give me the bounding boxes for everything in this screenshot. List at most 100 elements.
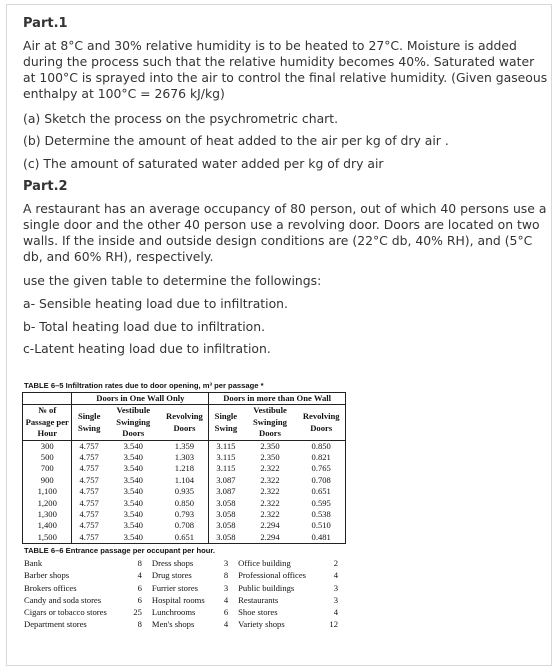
table-cell: 3.087 — [208, 486, 243, 498]
table-row: 700 4.757 3.540 1.218 3.115 2.322 0.765 — [23, 463, 346, 475]
table-cell: Dress shops — [151, 558, 194, 569]
part1-item: (c) The amount of saturated water added … — [23, 156, 384, 171]
table-cell: 300 — [40, 440, 54, 451]
table-row: 900 4.757 3.540 1.104 3.087 2.322 0.708 — [23, 474, 346, 487]
table-cell: 2.322 — [260, 509, 280, 520]
table-cell: 2.322 — [260, 486, 280, 497]
table-cell: 3.540 — [123, 452, 143, 463]
table-cell: 3.058 — [208, 531, 243, 544]
column-header: Revolving Doors — [297, 404, 346, 441]
table-cell: Hospital rooms — [151, 594, 205, 605]
table-cell: 4 — [333, 607, 338, 618]
table-cell: 0.793 — [174, 509, 195, 520]
table-cell: 3 — [223, 582, 229, 593]
table-cell: 4.757 — [71, 486, 106, 498]
table-cell: 3.087 — [208, 474, 243, 487]
table-row: 1,300 4.757 3.540 0.793 3.058 2.322 0.538 — [23, 509, 346, 521]
table-cell: 4.757 — [71, 531, 106, 544]
header-cell — [22, 392, 72, 406]
part2-item: b- Total heating load due to infiltratio… — [23, 319, 266, 334]
table-cell: Public buildings — [238, 582, 295, 593]
table-cell: 0.708 — [174, 520, 195, 531]
table-cell: 3.058 — [208, 509, 243, 521]
part2-item: c-Latent heating load due to infiltratio… — [23, 341, 271, 356]
table-cell: 3 — [223, 558, 229, 569]
table-cell: 4.757 — [71, 452, 106, 464]
table-cell: 3.058 — [208, 520, 243, 532]
part2-paragraph: A restaurant has an average occupancy of… — [23, 201, 547, 264]
part2-title: Part.2 — [23, 179, 68, 194]
table-cell: 6 — [137, 594, 142, 605]
table-cell: 0.935 — [174, 486, 195, 497]
table-cell: 0.595 — [311, 497, 331, 508]
table-cell: 0.481 — [311, 531, 331, 542]
column-header: Revolving Doors — [160, 404, 209, 441]
table-cell: 0.510 — [311, 520, 331, 531]
table-cell: 1.218 — [174, 463, 195, 474]
table-cell: 4 — [223, 619, 229, 630]
table-row: 1,400 4.757 3.540 0.708 3.058 2.294 0.510 — [23, 520, 346, 532]
table-cell: Brokers offices — [24, 582, 77, 593]
table-cell: 6 — [137, 582, 142, 593]
table-cell: 4.757 — [71, 463, 106, 475]
table-cell: 2 — [333, 558, 338, 569]
table-cell: Barber shops — [24, 570, 70, 581]
table-cell: 6 — [223, 607, 229, 618]
table-cell: 0.538 — [311, 509, 331, 520]
table-cell: Professional offices — [238, 570, 307, 581]
group-header-row: Doors in One Wall Only Doors in more than… — [22, 392, 346, 406]
table-cell: Candy and soda stores — [24, 594, 102, 605]
table-cell: Restaurants — [238, 594, 279, 605]
table-cell: 4.757 — [71, 474, 106, 487]
column-header: Vestibule Swinging Doors — [242, 404, 298, 441]
table-cell: 1,300 — [37, 509, 57, 520]
table-cell: 2.350 — [260, 440, 280, 451]
table-row: Department stores 8 Men's shops 4 Variety sh… — [22, 618, 346, 630]
table-cell: 0.651 — [311, 486, 331, 497]
table-cell: 3.540 — [123, 474, 143, 485]
content-box: Part.1 Air at 8°C and 30% relative humid… — [6, 4, 552, 666]
column-header: № of Passage per Hour — [22, 404, 72, 441]
table-cell: 3.540 — [123, 509, 143, 520]
table-cell: 4 — [137, 570, 142, 581]
table-cell: 3.058 — [208, 497, 243, 510]
table-cell: 3 — [333, 594, 338, 605]
header-row: № of Passage per Hour Single Swing Vestibu… — [22, 404, 346, 441]
table-cell: 4.757 — [71, 509, 106, 521]
table-cell: Drug stores — [151, 570, 192, 581]
table-row: Brokers offices 6 Furrier stores 3 Public bu… — [22, 582, 346, 594]
table-cell: 3.540 — [123, 463, 143, 474]
part1-item: (b) Determine the amount of heat added t… — [23, 133, 449, 148]
table-cell: 3 — [333, 582, 338, 593]
column-header: Single Swing — [71, 404, 106, 441]
table-cell: 0.850 — [311, 440, 331, 451]
table-row: 300 4.757 3.540 1.359 3.115 2.350 0.850 — [23, 440, 346, 453]
table-cell: 2.350 — [260, 452, 280, 463]
table-cell: 1.303 — [174, 452, 195, 463]
table-cell: 2.294 — [260, 520, 280, 531]
table-cell: 1,400 — [37, 520, 57, 531]
table-cell: 0.651 — [174, 531, 195, 542]
table-cell: 12 — [329, 619, 338, 630]
table-caption: TABLE 6–5 Infiltration rates due to door… — [24, 381, 264, 390]
table-cell: Lunchrooms — [151, 607, 196, 618]
table-cell: 3.540 — [123, 531, 143, 542]
group-header: Doors in more than One Wall — [208, 392, 346, 406]
table-cell: 3.540 — [123, 440, 143, 451]
table-cell: 2.322 — [260, 497, 280, 508]
table-cell: 4.757 — [71, 440, 106, 453]
table-cell: 8 — [137, 558, 142, 569]
table-cell: 25 — [133, 607, 142, 618]
table-cell: 1.359 — [174, 440, 195, 451]
column-header: Vestibule Swinging Doors — [105, 404, 161, 441]
table-cell: 1,200 — [37, 497, 57, 508]
table-cell: 2.322 — [260, 474, 280, 485]
part1-item: (a) Sketch the process on the psychromet… — [23, 111, 339, 126]
table-caption: TABLE 6–6 Entrance passage per occupant … — [24, 546, 216, 556]
table-cell: Furrier stores — [151, 582, 198, 593]
table-cell: 8 — [223, 570, 229, 581]
table-cell: 0.708 — [311, 474, 331, 485]
table-cell: 500 — [40, 452, 54, 463]
table-cell: 3.115 — [208, 452, 243, 464]
